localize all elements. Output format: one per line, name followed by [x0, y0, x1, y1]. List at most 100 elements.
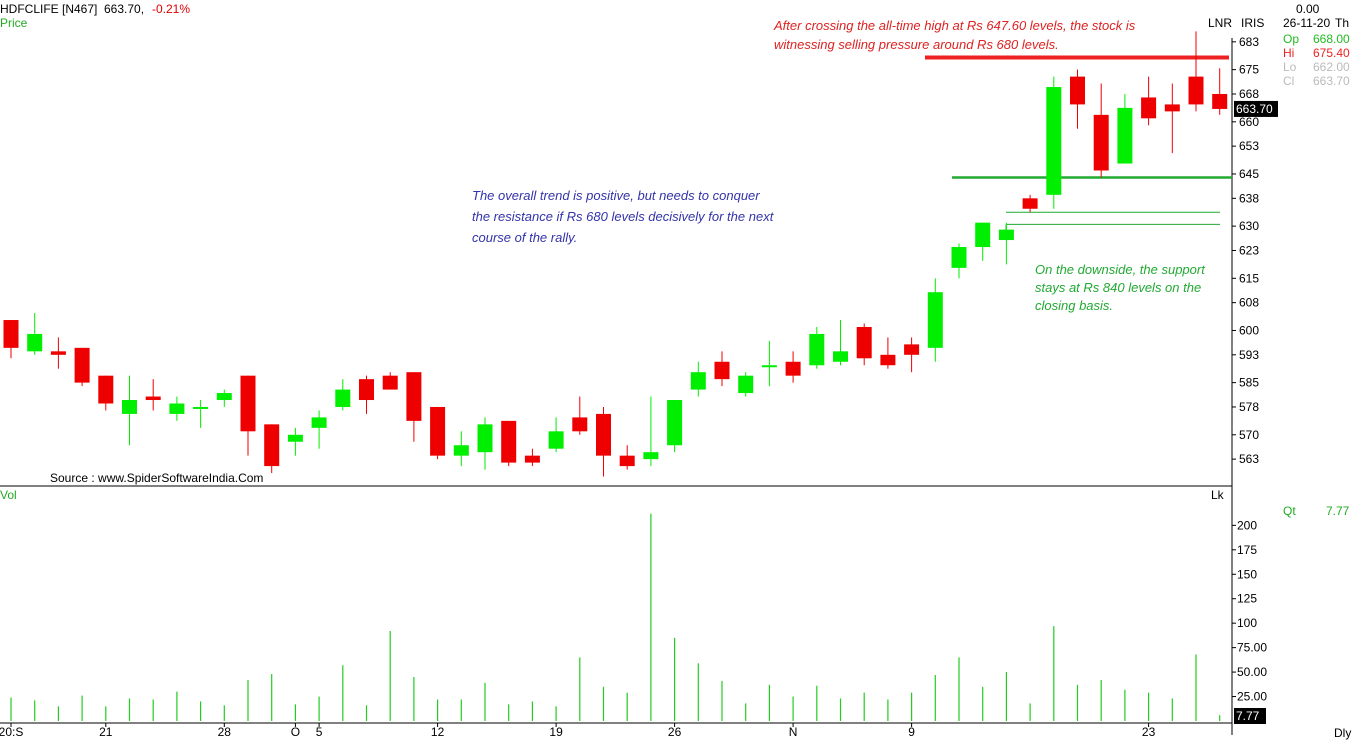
info-label-op: Op	[1283, 32, 1299, 46]
candle-body	[1046, 87, 1062, 195]
price-tick-label: 600	[1239, 323, 1259, 337]
price-tick-label: 653	[1239, 139, 1259, 153]
resistance-note-line-2: witnessing selling pressure around Rs 68…	[774, 37, 1059, 52]
x-tick-label: 19	[549, 725, 563, 739]
level-lines	[925, 55, 1232, 231]
candle-body	[833, 351, 848, 362]
info-label-hi: Hi	[1283, 46, 1294, 60]
price-tick-label: 563	[1239, 452, 1259, 466]
candle-body	[856, 326, 872, 359]
candle-body	[1212, 93, 1228, 109]
info-label-cl: Cl	[1283, 74, 1294, 88]
volume-tick-label: 150	[1237, 567, 1257, 581]
info-value-lo: 662.00	[1313, 60, 1350, 74]
price-tick-label: 593	[1239, 348, 1259, 362]
info-value-cl: 663.70	[1313, 74, 1350, 88]
iris-label: IRIS	[1241, 16, 1264, 30]
support-note-line-3: closing basis.	[1035, 298, 1113, 313]
candle-body	[1117, 107, 1133, 164]
qt-label: Qt	[1283, 504, 1296, 518]
candle-body	[240, 375, 256, 432]
resistance-note-line-1: After crossing the all-time high at Rs 6…	[773, 18, 1136, 33]
last-price-tag	[1234, 100, 1278, 117]
last-price: 663.70,	[104, 2, 144, 16]
price-tick-label: 570	[1239, 428, 1259, 442]
price-tick-label: 638	[1239, 191, 1259, 205]
candle-body	[1022, 198, 1038, 209]
candle-body	[1188, 76, 1204, 105]
volume-tick-label: 50.00	[1237, 665, 1267, 679]
candle-body	[643, 452, 659, 460]
price-tick-label: 585	[1239, 376, 1259, 390]
info-day: Th	[1335, 16, 1349, 30]
price-panel-label: Price	[0, 16, 28, 30]
candle-body	[27, 333, 43, 352]
info-label-lo: Lo	[1283, 60, 1297, 74]
ohlc-info: Op 668.00 Hi 675.40 Lo 662.00 Cl 663.70	[1283, 32, 1350, 88]
candle-body	[1164, 104, 1180, 112]
change-percent: -0.21%	[152, 2, 190, 16]
candle-body	[50, 351, 66, 355]
candle-body	[809, 333, 825, 366]
x-tick-label: 9	[908, 725, 915, 739]
periodicity-label: Dly	[1334, 726, 1351, 740]
price-tick-label: 630	[1239, 219, 1259, 233]
price-tags: 663.70 7.77	[1234, 100, 1278, 724]
candle-body	[619, 455, 635, 467]
candle-body	[951, 247, 967, 268]
volume-tag-text: 7.77	[1236, 709, 1260, 723]
candle-body	[406, 372, 422, 421]
candle-body	[311, 417, 327, 428]
x-tick-label: N	[789, 725, 798, 739]
x-tick-label: 12	[431, 725, 445, 739]
support-note-line-2: stays at Rs 840 levels on the	[1035, 280, 1201, 295]
price-tick-label: 615	[1239, 271, 1259, 285]
info-date: 26-11-20	[1283, 16, 1330, 30]
price-tick-label: 660	[1239, 115, 1259, 129]
x-tick-label: 26	[668, 725, 682, 739]
candle-body	[169, 403, 185, 414]
candle-body	[667, 400, 683, 446]
candle-body	[714, 361, 730, 380]
symbol-label: HDFCLIFE [N467]	[0, 2, 97, 16]
volume-tick-label: 175	[1237, 543, 1257, 557]
volume-tick-label: 200	[1237, 518, 1257, 532]
volume-tick-label: 25.00	[1237, 690, 1267, 704]
candle-body	[430, 406, 446, 456]
x-tick-label: 21	[99, 725, 113, 739]
x-tick-label: 20:S	[0, 725, 23, 739]
volume-tick-label: 75.00	[1237, 641, 1267, 655]
price-tick-label: 668	[1239, 87, 1259, 101]
candle-body	[145, 396, 161, 401]
candle-body	[596, 413, 611, 456]
candle-body	[216, 393, 232, 401]
candle-body	[785, 361, 801, 376]
candle-body	[359, 379, 374, 401]
lnr-label: LNR	[1208, 16, 1232, 30]
price-tick-label: 608	[1239, 296, 1259, 310]
price-tick-label: 578	[1239, 400, 1259, 414]
source-label: Source : www.SpiderSoftwareIndia.Com	[50, 471, 263, 485]
price-tick-label: 645	[1239, 167, 1259, 181]
candle-body	[904, 344, 920, 355]
candle-body	[287, 434, 303, 442]
support-note-line-1: On the downside, the support	[1035, 262, 1206, 277]
candle-body	[74, 347, 90, 383]
candle-body	[1093, 114, 1109, 171]
candle-body	[453, 445, 469, 456]
candle-body	[193, 406, 209, 409]
volume-panel-label: Vol	[0, 488, 17, 502]
x-tick-label: 23	[1142, 725, 1156, 739]
candle-body	[264, 424, 280, 467]
trend-note-line-1: The overall trend is positive, but needs…	[472, 188, 760, 203]
volume-series	[10, 513, 1221, 721]
candle-body	[880, 354, 896, 366]
candle-body	[998, 229, 1014, 241]
candle-body	[548, 431, 564, 449]
price-tick-label: 683	[1239, 35, 1259, 49]
candle-body	[501, 420, 517, 463]
price-tick-label: 623	[1239, 243, 1259, 257]
candle-body	[690, 372, 706, 390]
info-value-hi: 675.40	[1313, 46, 1350, 60]
x-tick-label: 5	[316, 725, 323, 739]
